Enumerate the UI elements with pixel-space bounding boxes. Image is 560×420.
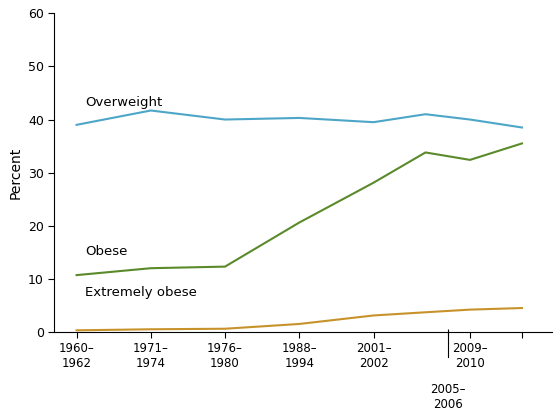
Text: Obese: Obese (86, 245, 128, 258)
Text: Overweight: Overweight (86, 96, 163, 109)
Y-axis label: Percent: Percent (8, 147, 22, 199)
Text: Extremely obese: Extremely obese (86, 286, 197, 299)
Text: 2005–
2006: 2005– 2006 (430, 383, 465, 411)
